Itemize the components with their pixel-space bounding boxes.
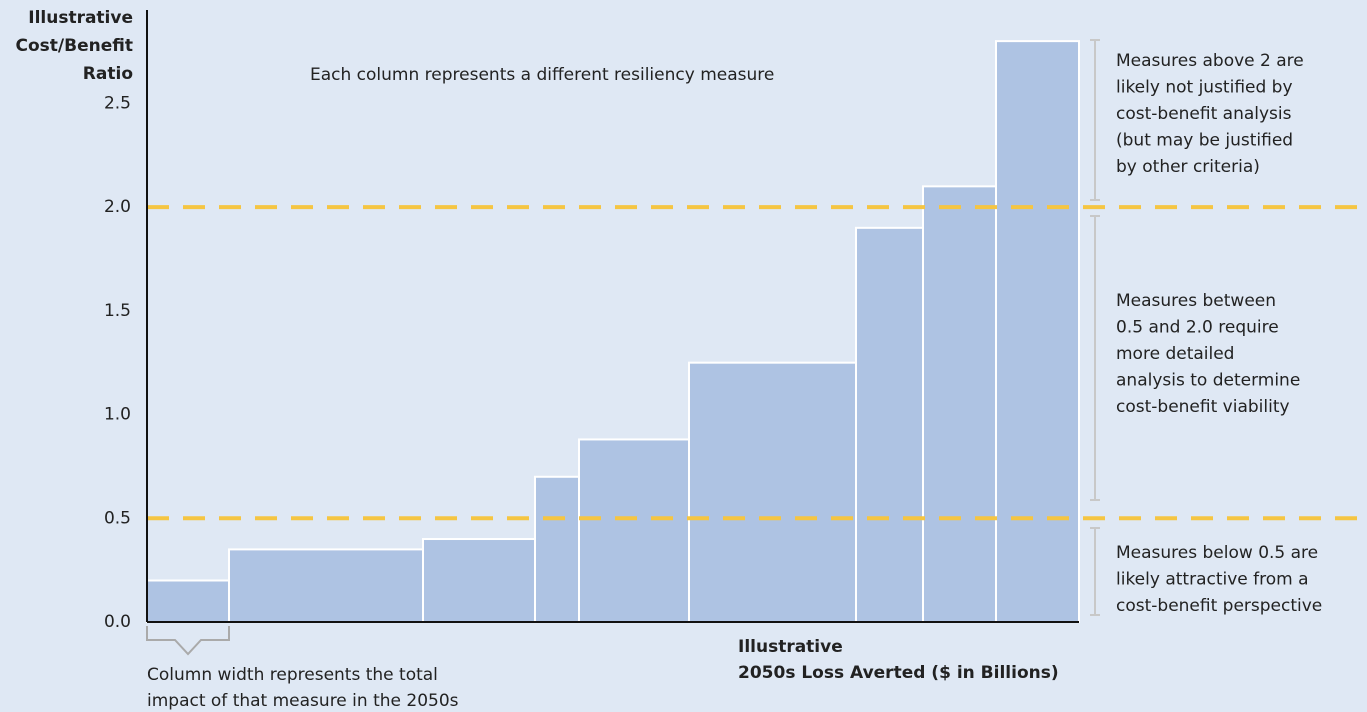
bar — [534, 475, 580, 623]
y-axis-label: Illustrative — [28, 8, 133, 28]
bar — [922, 185, 997, 623]
annotation: more detailed — [1116, 344, 1234, 364]
annotation: cost-benefit viability — [1116, 397, 1290, 417]
annotation: Column width represents the total — [147, 665, 438, 685]
bracket-width — [146, 626, 230, 656]
annotation: likely attractive from a — [1116, 570, 1309, 590]
y-tick-label: 1.5 — [104, 301, 131, 321]
bar — [995, 40, 1080, 623]
annotation: Each column represents a different resil… — [310, 65, 774, 85]
annotation: cost-benefit perspective — [1116, 596, 1322, 616]
x-axis-label: Illustrative — [738, 637, 843, 657]
brackets — [146, 39, 1100, 656]
annotation: likely not justified by — [1116, 78, 1293, 98]
annotation: Measures between — [1116, 291, 1276, 311]
bar — [146, 579, 230, 624]
annotation: cost-benefit analysis — [1116, 104, 1292, 124]
annotation: (but may be justified — [1116, 131, 1293, 151]
annotation: impact of that measure in the 2050s — [147, 691, 459, 711]
y-tick-label: 0.0 — [104, 612, 131, 632]
x-axis-label: 2050s Loss Averted ($ in Billions) — [738, 663, 1059, 683]
bar — [855, 226, 924, 623]
y-tick-label: 1.0 — [104, 405, 131, 425]
annotation: 0.5 and 2.0 require — [1116, 318, 1279, 338]
annotation: Measures above 2 are — [1116, 51, 1304, 71]
bar — [578, 438, 690, 623]
bar — [422, 538, 536, 624]
bar — [228, 548, 424, 623]
bracket-below — [1090, 527, 1100, 616]
annotation: analysis to determine — [1116, 371, 1300, 391]
y-axis-label: Cost/Benefit — [16, 36, 133, 56]
y-tick-label: 0.5 — [104, 508, 131, 528]
bar — [688, 361, 857, 623]
y-tick-label: 2.0 — [104, 197, 131, 217]
bracket-between — [1090, 215, 1100, 501]
annotation: Measures below 0.5 are — [1116, 543, 1318, 563]
y-tick-label: 2.5 — [104, 93, 131, 113]
annotation: by other criteria) — [1116, 157, 1260, 177]
bracket-above — [1090, 39, 1100, 201]
y-axis-label: Ratio — [83, 64, 133, 84]
